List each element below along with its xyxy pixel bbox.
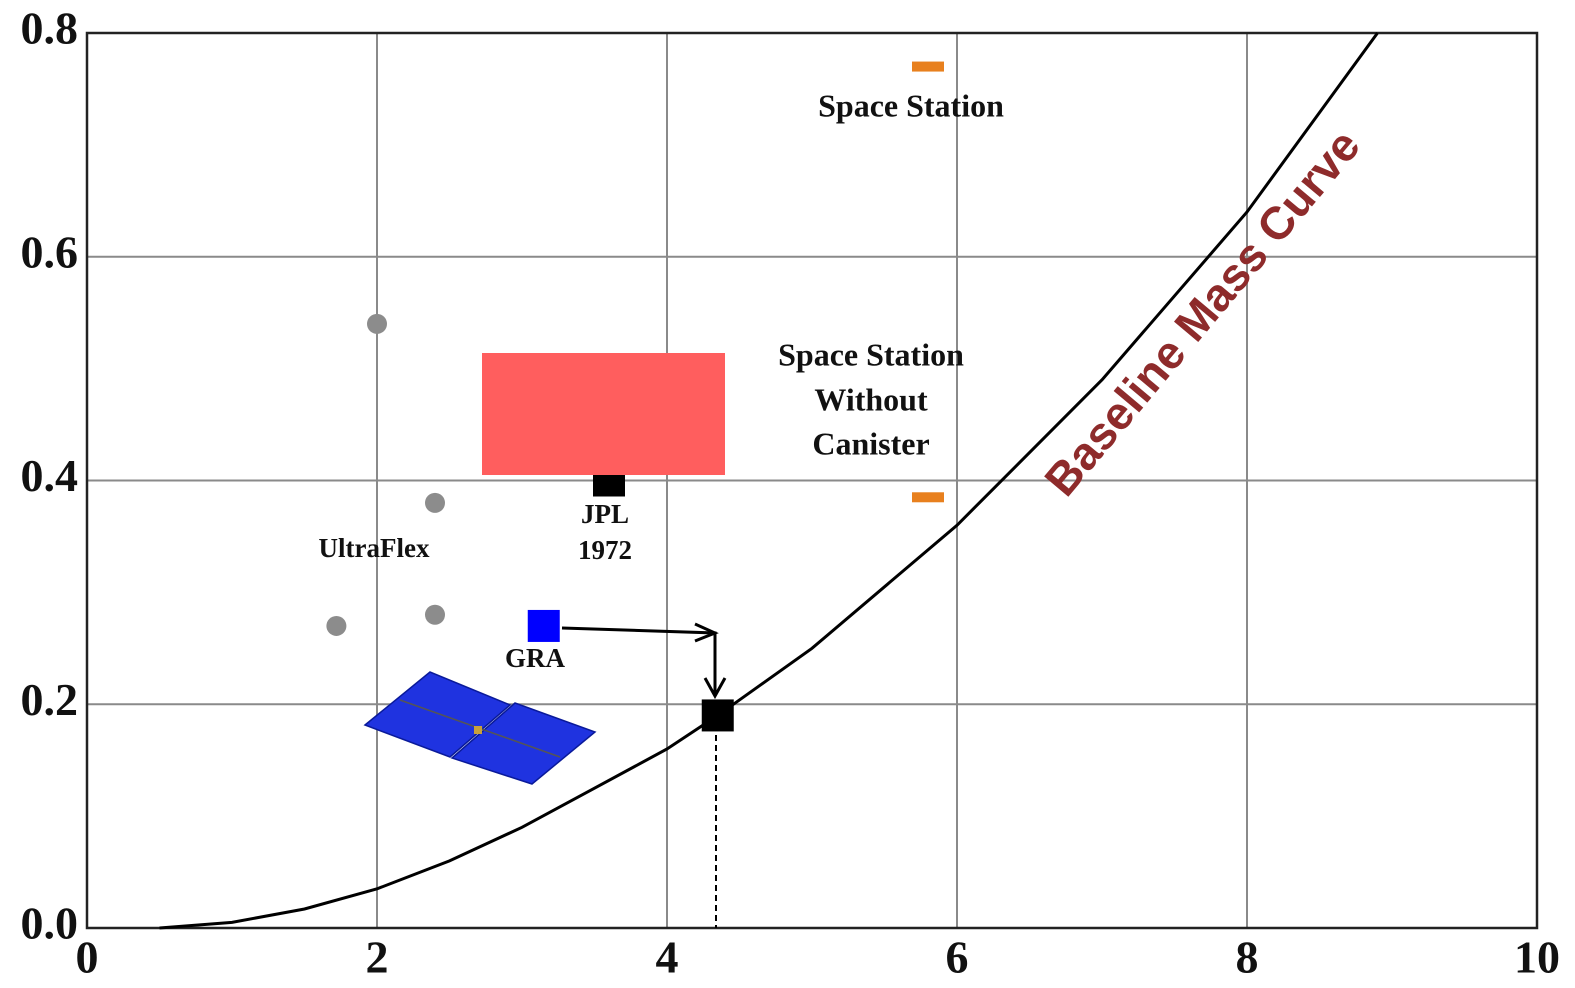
point bbox=[528, 610, 560, 642]
point bbox=[326, 616, 346, 636]
y-tick-label: 0.8 bbox=[21, 3, 79, 54]
overlay-box bbox=[482, 353, 725, 475]
annotation: 1972 bbox=[578, 535, 632, 565]
point bbox=[425, 605, 445, 625]
annotation: Space Station bbox=[818, 87, 1004, 123]
y-tick-label: 0.4 bbox=[21, 450, 79, 501]
arrow-path bbox=[562, 628, 715, 693]
point bbox=[912, 62, 944, 72]
curve-label: Baseline Mass Curve bbox=[1034, 120, 1370, 506]
x-tick-label: 0 bbox=[76, 932, 99, 983]
annotation: Canister bbox=[812, 425, 929, 461]
chart: Space Station Space Station Without Cani… bbox=[0, 0, 1575, 988]
x-tick-label: 2 bbox=[366, 932, 389, 983]
point bbox=[912, 492, 944, 502]
annotation: JPL bbox=[581, 499, 629, 529]
point bbox=[367, 314, 387, 334]
annotation: Without bbox=[814, 381, 928, 417]
y-tick-label: 0.0 bbox=[21, 898, 79, 949]
x-tick-label: 4 bbox=[656, 932, 679, 983]
annotation: GRA bbox=[505, 643, 566, 673]
x-tick-label: 8 bbox=[1236, 932, 1259, 983]
annotation: Space Station bbox=[778, 336, 964, 372]
x-tick-label: 6 bbox=[946, 932, 969, 983]
solar-array-icon bbox=[365, 672, 595, 784]
point bbox=[425, 493, 445, 513]
x-tick-label: 10 bbox=[1514, 932, 1560, 983]
arrows bbox=[562, 624, 725, 928]
hub bbox=[474, 726, 482, 734]
annotation: UltraFlex bbox=[319, 533, 430, 563]
y-tick-label: 0.6 bbox=[21, 226, 79, 277]
point bbox=[702, 699, 734, 731]
y-tick-label: 0.2 bbox=[21, 674, 79, 725]
